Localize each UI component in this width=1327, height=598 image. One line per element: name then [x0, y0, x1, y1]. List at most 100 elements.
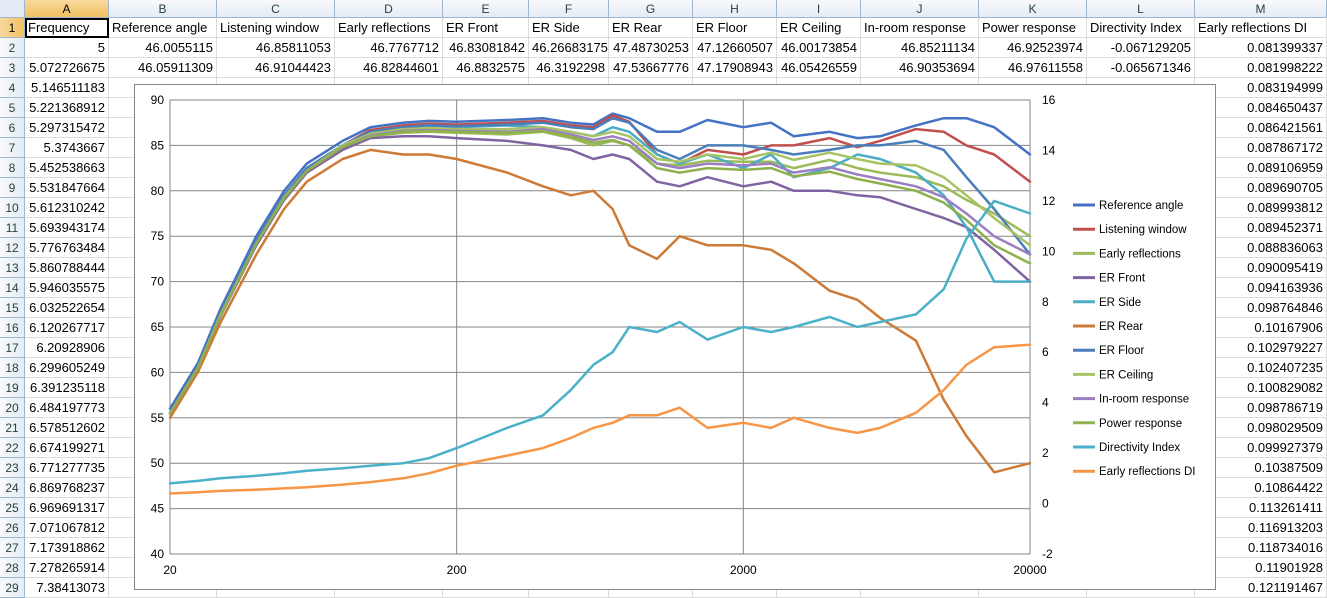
column-header-b[interactable]: B [109, 0, 217, 18]
data-cell[interactable]: 46.83081842 [443, 38, 529, 58]
row-header[interactable]: 25 [0, 498, 25, 518]
column-header-g[interactable]: G [609, 0, 693, 18]
data-cell[interactable]: 6.120267717 [25, 318, 109, 338]
row-header[interactable]: 6 [0, 118, 25, 138]
column-header-j[interactable]: J [861, 0, 979, 18]
data-cell[interactable]: 7.071067812 [25, 518, 109, 538]
column-header-l[interactable]: L [1087, 0, 1195, 18]
header-cell[interactable]: ER Floor [693, 18, 777, 38]
data-cell[interactable]: 5.531847664 [25, 178, 109, 198]
data-cell[interactable]: 6.674199271 [25, 438, 109, 458]
header-cell[interactable]: In-room response [861, 18, 979, 38]
header-cell[interactable]: Listening window [217, 18, 335, 38]
data-cell[interactable]: 46.82844601 [335, 58, 443, 78]
data-cell[interactable]: 5.776763484 [25, 238, 109, 258]
data-cell[interactable]: 7.38413073 [25, 578, 109, 598]
data-cell[interactable]: 5.693943174 [25, 218, 109, 238]
row-header[interactable]: 20 [0, 398, 25, 418]
data-cell[interactable]: 46.90353694 [861, 58, 979, 78]
data-cell[interactable]: 6.391235118 [25, 378, 109, 398]
data-cell[interactable]: 46.92523974 [979, 38, 1087, 58]
data-cell[interactable]: 5 [25, 38, 109, 58]
data-cell[interactable]: 6.299605249 [25, 358, 109, 378]
header-cell[interactable]: Early reflections DI [1195, 18, 1327, 38]
data-cell[interactable]: 46.8832575 [443, 58, 529, 78]
column-header-d[interactable]: D [335, 0, 443, 18]
data-cell[interactable]: -0.065671346 [1087, 58, 1195, 78]
header-cell[interactable]: ER Ceiling [777, 18, 861, 38]
row-header[interactable]: 27 [0, 538, 25, 558]
data-cell[interactable]: 5.3743667 [25, 138, 109, 158]
row-header[interactable]: 11 [0, 218, 25, 238]
row-header[interactable]: 29 [0, 578, 25, 598]
row-header[interactable]: 24 [0, 478, 25, 498]
data-cell[interactable]: 0.081998222 [1195, 58, 1327, 78]
data-cell[interactable]: 6.20928906 [25, 338, 109, 358]
data-cell[interactable]: 5.297315472 [25, 118, 109, 138]
column-header-h[interactable]: H [693, 0, 777, 18]
row-header[interactable]: 1 [0, 18, 25, 38]
data-cell[interactable]: 46.05426559 [777, 58, 861, 78]
data-cell[interactable]: 5.072726675 [25, 58, 109, 78]
data-cell[interactable]: 46.3192298 [529, 58, 609, 78]
data-cell[interactable]: 46.05911309 [109, 58, 217, 78]
data-cell[interactable]: 5.860788444 [25, 258, 109, 278]
header-cell[interactable]: ER Side [529, 18, 609, 38]
data-cell[interactable]: 47.17908943 [693, 58, 777, 78]
column-header-k[interactable]: K [979, 0, 1087, 18]
data-cell[interactable]: 6.032522654 [25, 298, 109, 318]
row-header[interactable]: 8 [0, 158, 25, 178]
row-header[interactable]: 4 [0, 78, 25, 98]
row-header[interactable]: 2 [0, 38, 25, 58]
row-header[interactable]: 13 [0, 258, 25, 278]
data-cell[interactable]: 47.12660507 [693, 38, 777, 58]
data-cell[interactable]: 47.48730253 [609, 38, 693, 58]
row-header[interactable]: 23 [0, 458, 25, 478]
data-cell[interactable]: 5.146511183 [25, 78, 109, 98]
data-cell[interactable]: 7.173918862 [25, 538, 109, 558]
row-header[interactable]: 18 [0, 358, 25, 378]
row-header[interactable]: 3 [0, 58, 25, 78]
data-cell[interactable]: 46.85211134 [861, 38, 979, 58]
header-cell[interactable]: Reference angle [109, 18, 217, 38]
data-cell[interactable]: 6.484197773 [25, 398, 109, 418]
row-header[interactable]: 5 [0, 98, 25, 118]
data-cell[interactable]: 46.26683175 [529, 38, 609, 58]
row-header[interactable]: 21 [0, 418, 25, 438]
data-cell[interactable]: 46.7767712 [335, 38, 443, 58]
column-header-c[interactable]: C [217, 0, 335, 18]
data-cell[interactable]: 46.0055115 [109, 38, 217, 58]
row-header[interactable]: 7 [0, 138, 25, 158]
data-cell[interactable]: 5.221368912 [25, 98, 109, 118]
data-cell[interactable]: 5.946035575 [25, 278, 109, 298]
row-header[interactable]: 9 [0, 178, 25, 198]
data-cell[interactable]: 46.97611558 [979, 58, 1087, 78]
header-cell[interactable]: ER Front [443, 18, 529, 38]
header-cell[interactable]: Frequency [25, 18, 109, 38]
row-header[interactable]: 28 [0, 558, 25, 578]
data-cell[interactable]: 6.771277735 [25, 458, 109, 478]
data-cell[interactable]: -0.067129205 [1087, 38, 1195, 58]
row-header[interactable]: 14 [0, 278, 25, 298]
row-header[interactable]: 10 [0, 198, 25, 218]
line-chart[interactable]: 40 45 50 55 60 65 70 75 80 85 90 -2 0 2 4 6 8 10 12 14 16 20 2… [134, 84, 1216, 590]
row-header[interactable]: 17 [0, 338, 25, 358]
header-cell[interactable]: ER Rear [609, 18, 693, 38]
data-cell[interactable]: 47.53667776 [609, 58, 693, 78]
column-header-a[interactable]: A [25, 0, 109, 18]
row-header[interactable]: 22 [0, 438, 25, 458]
row-header[interactable]: 26 [0, 518, 25, 538]
column-header-m[interactable]: M [1195, 0, 1327, 18]
data-cell[interactable]: 46.85811053 [217, 38, 335, 58]
row-header[interactable]: 15 [0, 298, 25, 318]
data-cell[interactable]: 6.969691317 [25, 498, 109, 518]
data-cell[interactable]: 6.869768237 [25, 478, 109, 498]
column-header-e[interactable]: E [443, 0, 529, 18]
data-cell[interactable]: 0.081399337 [1195, 38, 1327, 58]
data-cell[interactable]: 46.91044423 [217, 58, 335, 78]
row-header[interactable]: 12 [0, 238, 25, 258]
header-cell[interactable]: Power response [979, 18, 1087, 38]
data-cell[interactable]: 6.578512602 [25, 418, 109, 438]
data-cell[interactable]: 7.278265914 [25, 558, 109, 578]
header-cell[interactable]: Early reflections [335, 18, 443, 38]
